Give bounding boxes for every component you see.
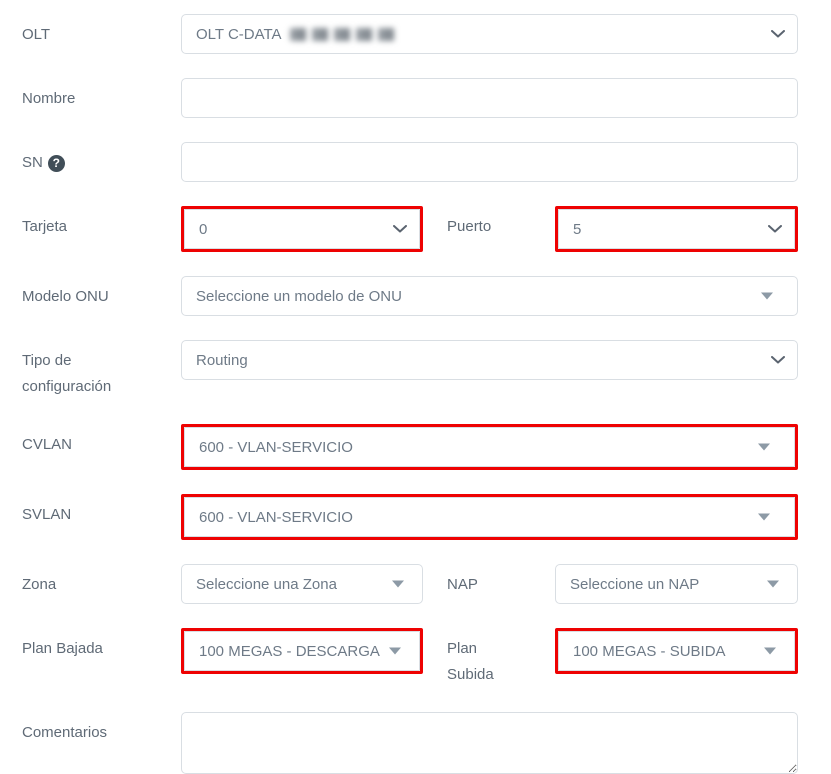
tarjeta-highlight-box: 0: [181, 206, 423, 252]
dropdown-triangle-icon: [389, 647, 401, 655]
zona-select-value: Seleccione una Zona: [196, 575, 337, 593]
puerto-highlight-box: 5: [555, 206, 798, 252]
puerto-select[interactable]: 5: [558, 209, 795, 249]
dropdown-triangle-icon: [761, 292, 773, 300]
row-tipo-configuracion: Tipo de configuración Routing: [22, 340, 798, 400]
olt-select[interactable]: OLT C-DATA: [181, 14, 798, 54]
chevron-down-icon: [771, 356, 785, 364]
plan-bajada-highlight-box: 100 MEGAS - DESCARGA: [181, 628, 423, 674]
svlan-label-text: SVLAN: [22, 506, 72, 523]
field-label-plan-bajada: Plan Bajada: [22, 628, 152, 662]
plan-subida-select[interactable]: 100 MEGAS - SUBIDA: [558, 631, 795, 671]
modelo-onu-select-value: Seleccione un modelo de ONU: [196, 287, 402, 305]
dropdown-triangle-icon: [392, 580, 404, 588]
svlan-select[interactable]: 600 - VLAN-SERVICIO: [184, 497, 795, 537]
dropdown-triangle-icon: [758, 513, 770, 521]
row-tarjeta-puerto: Tarjeta 0 Puerto 5: [22, 206, 798, 252]
chevron-down-icon: [771, 30, 785, 38]
puerto-label-text: Puerto: [447, 218, 492, 235]
field-label-zona: Zona: [22, 564, 152, 598]
tipo-configuracion-select-value: Routing: [196, 351, 248, 369]
row-nombre: Nombre: [22, 78, 798, 118]
comentarios-label-text: Comentarios: [22, 724, 108, 741]
field-label-tarjeta: Tarjeta: [22, 206, 152, 240]
cvlan-select[interactable]: 600 - VLAN-SERVICIO: [184, 427, 795, 467]
sn-label-text: SN: [22, 154, 43, 171]
svlan-select-value: 600 - VLAN-SERVICIO: [199, 508, 353, 526]
tarjeta-select[interactable]: 0: [184, 209, 420, 249]
question-mark-icon[interactable]: ?: [47, 154, 65, 172]
plan-subida-label-text: Plan Subida: [447, 640, 494, 683]
nap-select[interactable]: Seleccione un NAP: [555, 564, 798, 604]
row-modelo-onu: Modelo ONU Seleccione un modelo de ONU: [22, 276, 798, 316]
olt-select-value: OLT C-DATA: [196, 25, 282, 43]
field-label-olt: OLT: [22, 14, 152, 48]
plan-bajada-select-value: 100 MEGAS - DESCARGA: [199, 642, 380, 660]
tipo-configuracion-label-text: Tipo de configuración: [22, 352, 112, 395]
svlan-highlight-box: 600 - VLAN-SERVICIO: [181, 494, 798, 540]
nap-label-text: NAP: [447, 576, 478, 593]
sn-input[interactable]: [181, 142, 798, 182]
modelo-onu-select[interactable]: Seleccione un modelo de ONU: [181, 276, 798, 316]
nombre-label-text: Nombre: [22, 90, 76, 107]
row-planes: Plan Bajada 100 MEGAS - DESCARGA Plan Su…: [22, 628, 798, 688]
tipo-configuracion-select[interactable]: Routing: [181, 340, 798, 380]
cvlan-label-text: CVLAN: [22, 436, 73, 453]
modelo-onu-label-text: Modelo ONU: [22, 288, 109, 305]
cvlan-select-value: 600 - VLAN-SERVICIO: [199, 438, 353, 456]
field-label-comentarios: Comentarios: [22, 712, 152, 746]
chevron-down-icon: [768, 225, 782, 233]
zona-select[interactable]: Seleccione una Zona: [181, 564, 423, 604]
plan-subida-select-value: 100 MEGAS - SUBIDA: [573, 642, 726, 660]
dropdown-triangle-icon: [758, 443, 770, 451]
row-sn: SN ?: [22, 142, 798, 182]
tarjeta-label-text: Tarjeta: [22, 218, 68, 235]
chevron-down-icon: [393, 225, 407, 233]
cvlan-highlight-box: 600 - VLAN-SERVICIO: [181, 424, 798, 470]
plan-subida-highlight-box: 100 MEGAS - SUBIDA: [555, 628, 798, 674]
tarjeta-select-value: 0: [199, 220, 208, 238]
row-svlan: SVLAN 600 - VLAN-SERVICIO: [22, 494, 798, 540]
nombre-input[interactable]: [181, 78, 798, 118]
field-label-cvlan: CVLAN: [22, 424, 152, 458]
row-olt: OLT OLT C-DATA: [22, 14, 798, 54]
dropdown-triangle-icon: [764, 647, 776, 655]
plan-bajada-label-text: Plan Bajada: [22, 640, 103, 657]
zona-label-text: Zona: [22, 576, 57, 593]
puerto-select-value: 5: [573, 220, 582, 238]
row-cvlan: CVLAN 600 - VLAN-SERVICIO: [22, 424, 798, 470]
olt-label-text: OLT: [22, 26, 51, 43]
field-label-sn: SN ?: [22, 142, 152, 176]
plan-bajada-select[interactable]: 100 MEGAS - DESCARGA: [184, 631, 420, 671]
field-label-modelo-onu: Modelo ONU: [22, 276, 152, 310]
field-label-svlan: SVLAN: [22, 494, 152, 528]
nap-select-value: Seleccione un NAP: [570, 575, 700, 593]
redacted-ip-blur: [289, 27, 395, 41]
field-label-nombre: Nombre: [22, 78, 152, 112]
row-zona-nap: Zona Seleccione una Zona NAP Seleccione …: [22, 564, 798, 604]
row-comentarios: Comentarios: [22, 712, 798, 774]
comentarios-textarea[interactable]: [181, 712, 798, 774]
field-label-puerto: Puerto: [447, 206, 511, 240]
field-label-nap: NAP: [447, 564, 511, 598]
field-label-tipo-configuracion: Tipo de configuración: [22, 340, 152, 400]
dropdown-triangle-icon: [767, 580, 779, 588]
field-label-plan-subida: Plan Subida: [447, 628, 511, 688]
